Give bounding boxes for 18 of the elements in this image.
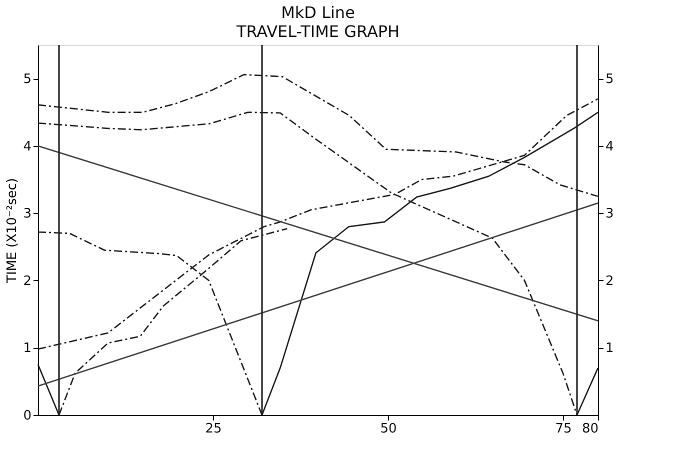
y2-tick-label: 4 [606, 139, 614, 154]
x-tick-label: 25 [205, 422, 222, 436]
x-tick-label: 80 [582, 422, 598, 436]
y2-tick-label: 3 [606, 206, 614, 222]
y-tick-label: 4 [23, 139, 32, 154]
x-tick-label: 75 [555, 422, 572, 436]
x-tick-label: 50 [380, 422, 397, 436]
y-tick-label: 5 [23, 72, 32, 88]
y-tick-label: 1 [23, 341, 32, 356]
chart-subtitle: TRAVEL-TIME GRAPH [235, 22, 400, 42]
y2-tick-label: 1 [606, 341, 614, 356]
y2-tick-label: 2 [606, 274, 614, 289]
chart-title: MkD Line [281, 3, 355, 22]
y-tick-label: 0 [23, 408, 32, 424]
y-tick-label: 2 [23, 274, 32, 289]
y-axis-title: TIME (X10⁻²sec) [5, 178, 20, 284]
y2-tick-label: 5 [606, 72, 614, 88]
y-tick-label: 3 [23, 206, 32, 222]
